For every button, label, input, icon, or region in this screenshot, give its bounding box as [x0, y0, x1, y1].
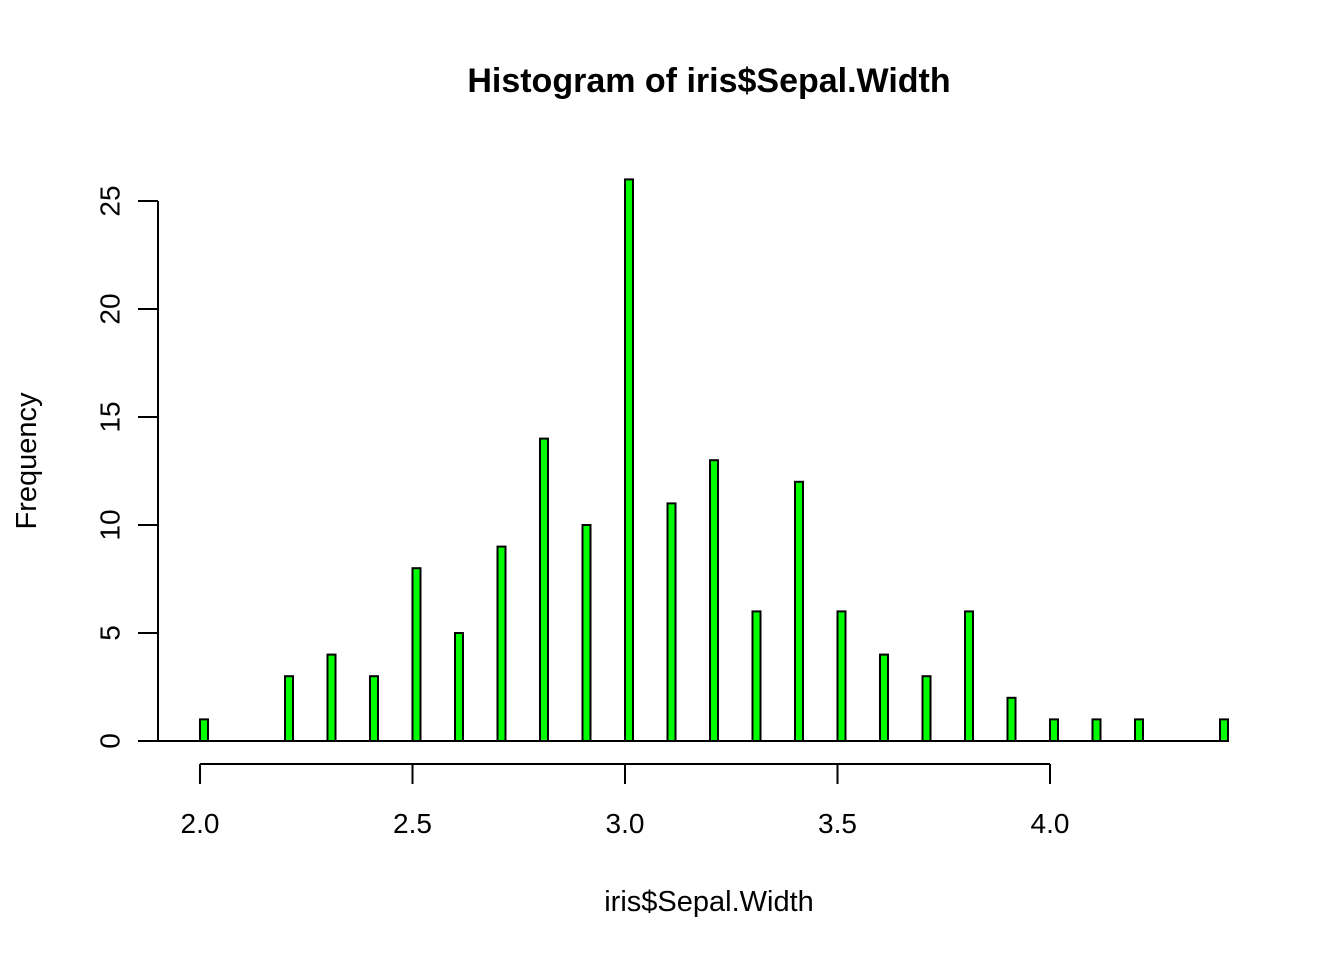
histogram-bar: [666, 502, 677, 742]
histogram-bar: [794, 480, 804, 742]
histogram-bar: [921, 675, 932, 743]
y-tick-label: 0: [95, 733, 126, 749]
histogram-bar: [496, 545, 507, 742]
histogram-bar: [1219, 718, 1229, 743]
histogram-bar: [581, 524, 592, 742]
y-tick-label: 10: [95, 509, 126, 540]
x-tick-label: 3.5: [818, 808, 857, 839]
x-tick-label: 2.5: [393, 808, 432, 839]
x-tick-label: 3.0: [606, 808, 645, 839]
histogram-bar: [199, 718, 209, 743]
histogram-bar: [1006, 696, 1017, 742]
y-axis: 0 5 10 15 20 25: [95, 185, 159, 749]
histogram-bar: [539, 437, 549, 742]
histogram-bar: [836, 610, 847, 743]
histogram-bar: [326, 653, 337, 742]
histogram-bar: [284, 675, 294, 743]
histogram-bar: [369, 675, 379, 743]
histogram-bar: [879, 653, 889, 742]
y-tick-label: 5: [95, 625, 126, 641]
histogram-bar: [454, 632, 464, 742]
x-axis: 2.0 2.5 3.0 3.5 4.0: [181, 763, 1070, 839]
histogram-bar: [751, 610, 762, 743]
histogram-bar: [1091, 718, 1102, 743]
histogram-bar: [411, 567, 422, 743]
x-tick-label: 4.0: [1031, 808, 1070, 839]
histogram-bar: [1049, 718, 1059, 743]
chart-title: Histogram of iris$Sepal.Width: [467, 62, 950, 100]
x-tick-label: 2.0: [181, 808, 220, 839]
y-tick-label: 20: [95, 293, 126, 324]
y-axis-label: Frequency: [11, 392, 43, 530]
histogram-bar: [709, 459, 719, 742]
histogram-bar: [964, 610, 974, 743]
histogram-bar: [1134, 718, 1144, 743]
histogram-bar: [624, 178, 634, 742]
bars-group: [199, 178, 1229, 743]
y-tick-label: 25: [95, 185, 126, 216]
x-axis-label: iris$Sepal.Width: [604, 886, 814, 918]
y-tick-label: 15: [95, 401, 126, 432]
